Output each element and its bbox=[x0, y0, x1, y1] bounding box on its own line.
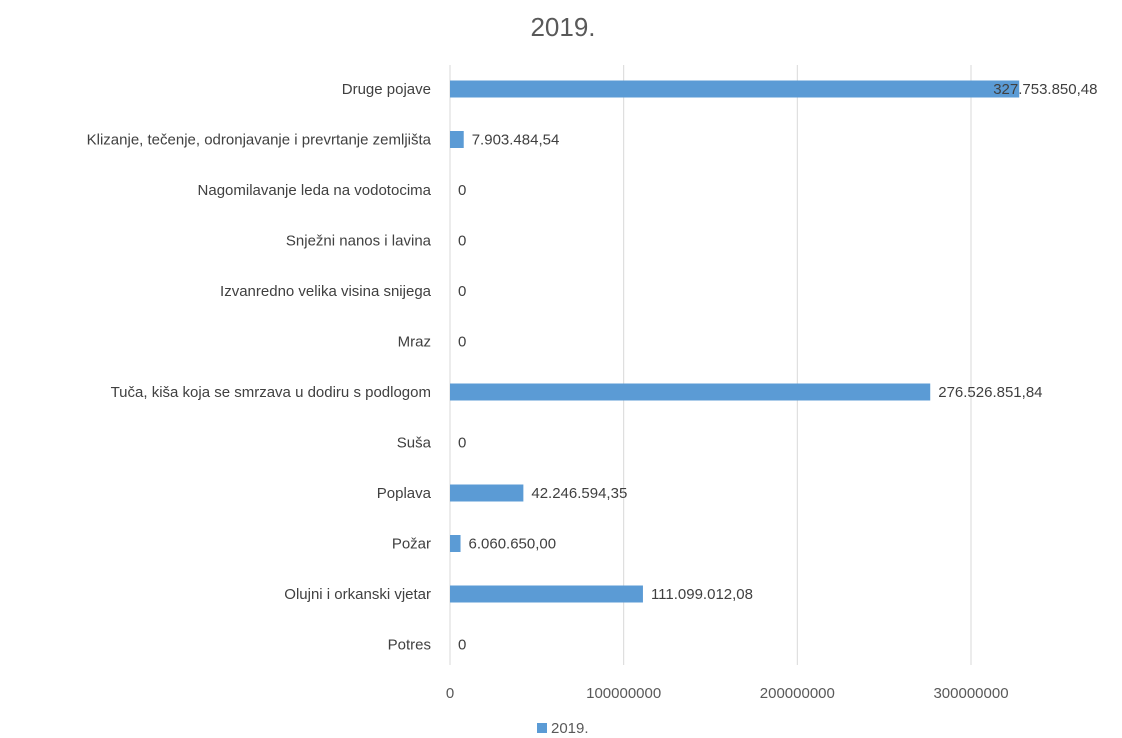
x-axis-ticks: 0 100000000 200000000 300000000 bbox=[446, 685, 1009, 702]
category-label: Klizanje, tečenje, odronjavanje i prevrt… bbox=[87, 132, 432, 149]
category-label: Olujni i orkanski vjetar bbox=[284, 586, 431, 603]
data-label: 276.526.851,84 bbox=[938, 384, 1042, 401]
category-label: Suša bbox=[397, 435, 432, 452]
x-tick-label: 0 bbox=[446, 685, 454, 702]
category-label: Poplava bbox=[377, 485, 432, 502]
x-tick-label: 200000000 bbox=[760, 685, 835, 702]
bar bbox=[450, 535, 461, 552]
chart-title: 2019. bbox=[530, 12, 595, 42]
bar bbox=[450, 131, 464, 148]
legend-swatch bbox=[537, 723, 547, 733]
x-tick-label: 300000000 bbox=[933, 685, 1008, 702]
category-label: Požar bbox=[392, 536, 431, 553]
bar bbox=[450, 384, 930, 401]
data-label: 0 bbox=[458, 435, 466, 452]
bar bbox=[450, 485, 523, 502]
data-label: 7.903.484,54 bbox=[472, 132, 560, 149]
data-label: 0 bbox=[458, 637, 466, 654]
category-label: Druge pojave bbox=[342, 81, 431, 98]
data-label: 6.060.650,00 bbox=[469, 536, 557, 553]
data-label: 42.246.594,35 bbox=[531, 485, 627, 502]
data-label: 0 bbox=[458, 283, 466, 300]
category-label: Tuča, kiša koja se smrzava u dodiru s po… bbox=[111, 384, 431, 401]
category-label: Izvanredno velika visina snijega bbox=[220, 283, 432, 300]
data-label: 327.753.850,48 bbox=[993, 81, 1097, 98]
category-label: Mraz bbox=[398, 334, 431, 351]
category-label: Nagomilavanje leda na vodotocima bbox=[198, 182, 432, 199]
bar bbox=[450, 586, 643, 603]
category-labels: Druge pojave Klizanje, tečenje, odronjava… bbox=[87, 81, 432, 654]
data-label: 0 bbox=[458, 182, 466, 199]
bar bbox=[450, 81, 1019, 98]
legend: 2019. bbox=[537, 720, 589, 737]
gridlines bbox=[450, 65, 971, 665]
bars bbox=[450, 81, 1019, 603]
data-label: 0 bbox=[458, 334, 466, 351]
data-label: 0 bbox=[458, 233, 466, 250]
data-label: 111.099.012,08 bbox=[651, 586, 753, 603]
category-label: Potres bbox=[388, 637, 431, 654]
category-label: Snježni nanos i lavina bbox=[286, 233, 432, 250]
legend-label: 2019. bbox=[551, 720, 589, 737]
x-tick-label: 100000000 bbox=[586, 685, 661, 702]
data-labels: 327.753.850,48 7.903.484,54 0 0 0 0 276.526.85… bbox=[458, 81, 1097, 654]
